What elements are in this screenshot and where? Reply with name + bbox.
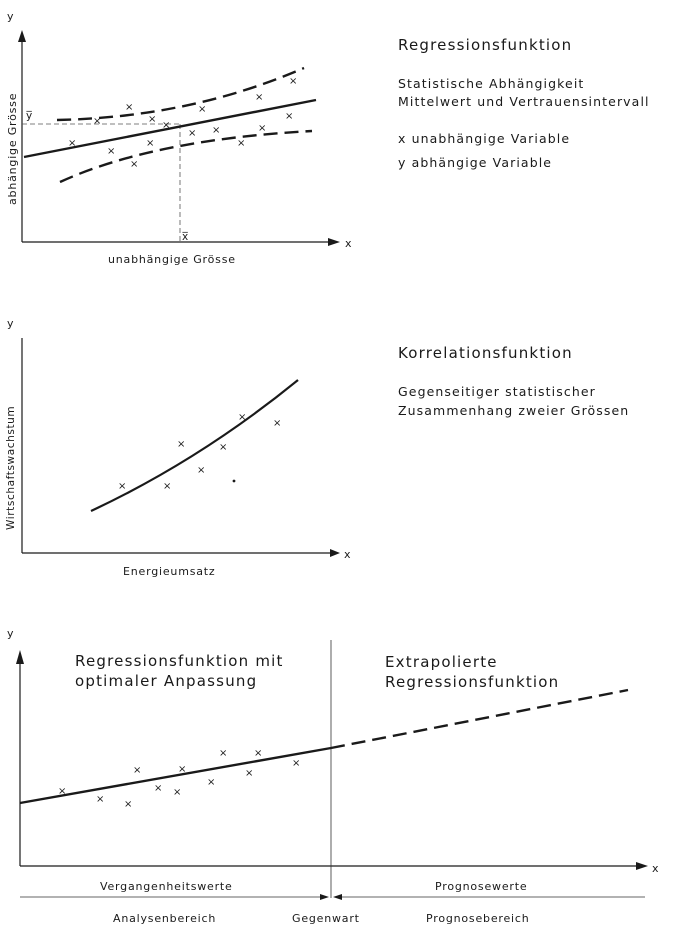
panel1-desc-line2: Mittelwert und Vertrauensintervall bbox=[398, 94, 650, 109]
panel1-x-arrowhead bbox=[328, 238, 340, 246]
panel1-point: × bbox=[255, 92, 263, 103]
panel3-point: × bbox=[154, 783, 162, 794]
panel1-point: × bbox=[107, 146, 115, 157]
extrapolation-panel: y x Regressionsfunktion mit optimaler An… bbox=[7, 627, 659, 925]
panel3-forecast-arrowhead bbox=[333, 894, 342, 900]
panel3-point: × bbox=[178, 764, 186, 775]
panel3-right-title-line1: Extrapolierte bbox=[385, 653, 498, 671]
panel3-x-axis-letter: x bbox=[652, 862, 659, 875]
panel1-x-axis-letter: x bbox=[345, 237, 352, 250]
panel1-point: × bbox=[162, 120, 170, 131]
panel2-y-label: Wirtschaftswachstum bbox=[5, 406, 17, 530]
panel1-point: × bbox=[198, 104, 206, 115]
panel2-x-arrowhead bbox=[330, 549, 340, 557]
panel2-x-axis-letter: x bbox=[344, 548, 351, 561]
panel1-point: × bbox=[125, 102, 133, 113]
panel2-point: × bbox=[197, 465, 205, 476]
panel3-point: × bbox=[292, 758, 300, 769]
panel3-y-arrowhead bbox=[16, 650, 24, 664]
panel1-point: × bbox=[148, 114, 156, 125]
panel3-present-label: Gegenwart bbox=[292, 912, 360, 925]
panel3-left-title-line2: optimaler Anpassung bbox=[75, 672, 257, 690]
panel3-x-arrowhead bbox=[636, 862, 648, 870]
panel1-y-mean-label: y̅ bbox=[26, 110, 33, 122]
panel2-title: Korrelationsfunktion bbox=[398, 344, 573, 362]
panel1-point: × bbox=[289, 76, 297, 87]
panel2-point-dot bbox=[232, 479, 236, 483]
panel2-point: × bbox=[177, 439, 185, 450]
panel2-point: × bbox=[219, 442, 227, 453]
panel3-regression-line bbox=[19, 746, 332, 805]
panel1-point: × bbox=[68, 138, 76, 149]
panel1-point: × bbox=[130, 159, 138, 170]
panel3-extrapolated-line bbox=[330, 688, 629, 750]
panel3-past-arrowhead bbox=[320, 894, 329, 900]
panel1-legend-y: y abhängige Variable bbox=[398, 155, 552, 170]
panel2-x-label: Energieumsatz bbox=[123, 565, 215, 578]
panel3-past-label: Vergangenheitswerte bbox=[100, 880, 233, 893]
panel1-desc-line1: Statistische Abhängigkeit bbox=[398, 76, 584, 91]
panel2-point: × bbox=[238, 412, 246, 423]
panel3-point: × bbox=[245, 768, 253, 779]
panel3-point: × bbox=[96, 794, 104, 805]
panel1-point: × bbox=[212, 125, 220, 136]
panel1-data-points: × × × × × × × × × × × × × × × × bbox=[68, 76, 297, 170]
panel3-forecast-label: Prognosewerte bbox=[435, 880, 527, 893]
panel1-x-label: unabhängige Grösse bbox=[108, 253, 236, 266]
panel1-title: Regressionsfunktion bbox=[398, 36, 572, 54]
panel2-point: × bbox=[273, 418, 281, 429]
panel1-point: × bbox=[285, 111, 293, 122]
panel1-legend-x: x unabhängige Variable bbox=[398, 131, 570, 146]
regression-panel: y x abhängige Grösse unabhängige Grösse … bbox=[6, 10, 650, 266]
panel3-forecast-range-label: Prognosebereich bbox=[426, 912, 530, 925]
panel1-point: × bbox=[188, 128, 196, 139]
panel3-point: × bbox=[219, 748, 227, 759]
panel2-desc-line1: Gegenseitiger statistischer bbox=[398, 384, 596, 399]
panel1-y-axis-letter: y bbox=[7, 10, 14, 23]
panel2-y-axis-letter: y bbox=[7, 317, 14, 330]
panel3-point: × bbox=[124, 799, 132, 810]
correlation-panel: y x Wirtschaftswachstum Energieumsatz × … bbox=[5, 317, 629, 578]
panel3-left-title-line1: Regressionsfunktion mit bbox=[75, 652, 284, 670]
panel3-point: × bbox=[58, 786, 66, 797]
panel1-y-label: abhängige Grösse bbox=[6, 93, 19, 205]
panel1-point: × bbox=[146, 138, 154, 149]
panel1-lower-confidence-band bbox=[59, 129, 313, 184]
panel3-right-title-line2: Regressionsfunktion bbox=[385, 673, 559, 691]
panel3-point: × bbox=[207, 777, 215, 788]
panel2-point: × bbox=[163, 481, 171, 492]
panel1-upper-confidence-band bbox=[56, 66, 305, 122]
panel2-point: × bbox=[118, 481, 126, 492]
panel1-point: × bbox=[258, 123, 266, 134]
panel2-correlation-curve bbox=[90, 379, 299, 512]
panel2-desc-line2: Zusammenhang zweier Grössen bbox=[398, 403, 629, 418]
panel3-analysis-range-label: Analysenbereich bbox=[113, 912, 216, 925]
panel1-x-mean-label: x̅ bbox=[182, 231, 189, 243]
panel1-point: × bbox=[237, 138, 245, 149]
panel3-y-axis-letter: y bbox=[7, 627, 14, 640]
panel1-regression-line bbox=[23, 98, 317, 159]
panel3-point: × bbox=[254, 748, 262, 759]
panel3-point: × bbox=[173, 787, 181, 798]
panel3-data-points: × × × × × × × × × × × × bbox=[58, 748, 300, 810]
panel1-point: × bbox=[93, 116, 101, 127]
panel3-point: × bbox=[133, 765, 141, 776]
panel1-y-arrowhead bbox=[18, 30, 26, 42]
panel2-data-points: × × × × × × × bbox=[118, 412, 281, 492]
